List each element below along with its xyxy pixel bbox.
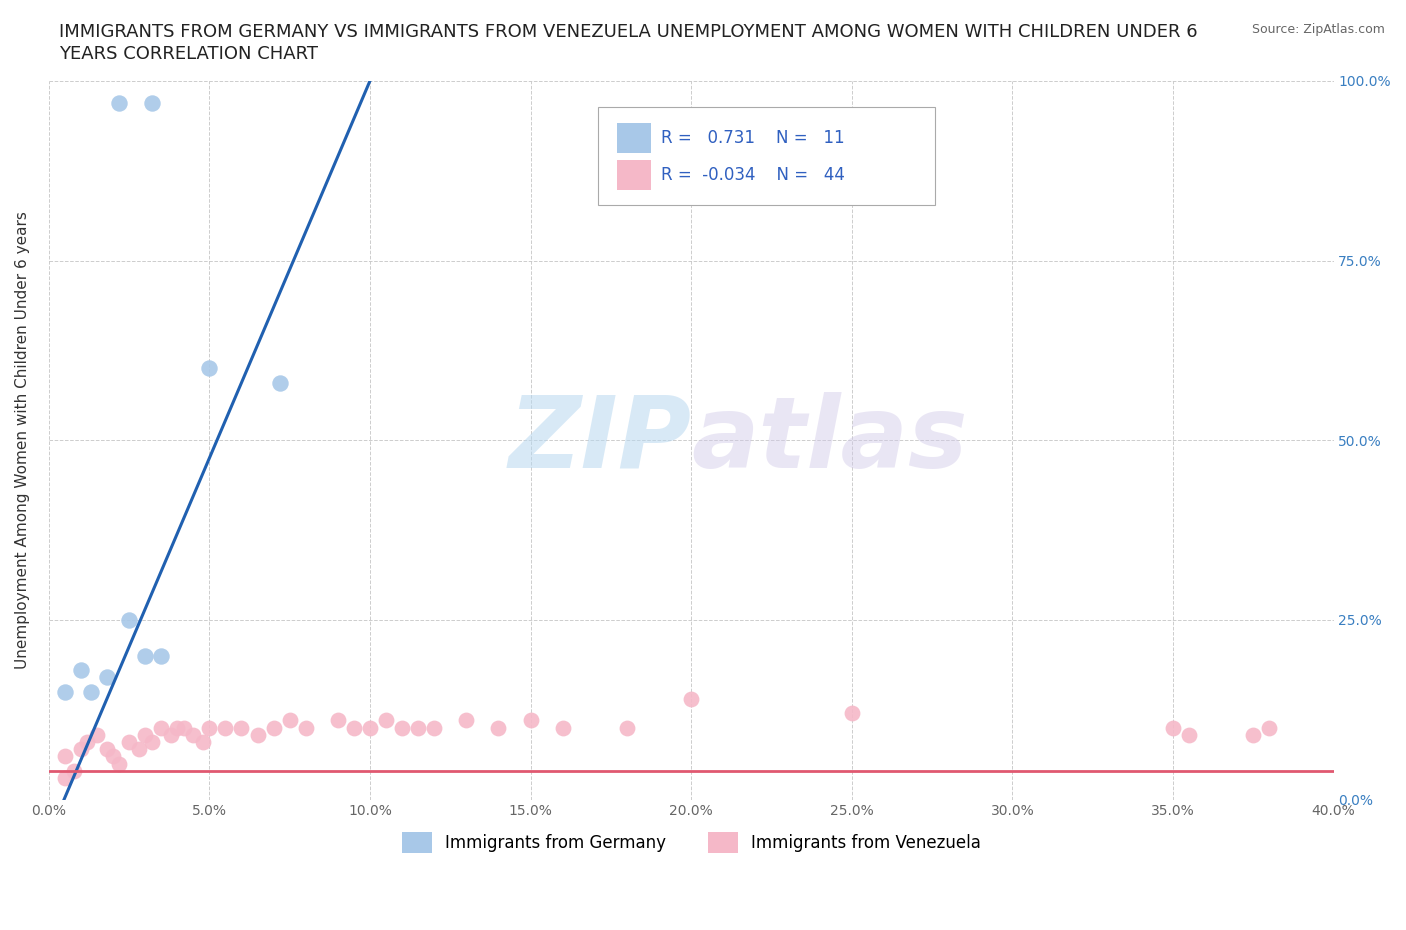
Point <box>96 670 118 684</box>
Point <box>269 376 291 391</box>
Point <box>134 648 156 663</box>
Point <box>423 720 446 735</box>
Point <box>294 720 316 735</box>
Point <box>406 720 429 735</box>
Point <box>141 735 163 750</box>
Point <box>53 749 76 764</box>
Point <box>108 95 131 110</box>
Text: YEARS CORRELATION CHART: YEARS CORRELATION CHART <box>59 45 318 62</box>
Point <box>231 720 253 735</box>
Point <box>166 720 188 735</box>
Point <box>1241 727 1264 742</box>
Point <box>359 720 381 735</box>
Y-axis label: Unemployment Among Women with Children Under 6 years: Unemployment Among Women with Children U… <box>15 211 30 670</box>
Point <box>1178 727 1201 742</box>
Point <box>278 713 301 728</box>
Point <box>128 742 150 757</box>
Point <box>1161 720 1184 735</box>
Point <box>681 692 703 707</box>
Text: R =  -0.034    N =   44: R = -0.034 N = 44 <box>661 166 845 184</box>
Point <box>263 720 285 735</box>
Text: ZIP: ZIP <box>508 392 692 489</box>
Point <box>96 742 118 757</box>
Point <box>63 764 86 778</box>
Point <box>53 771 76 786</box>
Point <box>246 727 269 742</box>
Point <box>159 727 181 742</box>
Point <box>343 720 366 735</box>
Point <box>101 749 124 764</box>
Point <box>551 720 574 735</box>
Legend: Immigrants from Germany, Immigrants from Venezuela: Immigrants from Germany, Immigrants from… <box>395 826 987 859</box>
Point <box>391 720 413 735</box>
Point <box>150 720 173 735</box>
Point <box>198 720 221 735</box>
Point <box>214 720 236 735</box>
Point <box>198 361 221 376</box>
Text: IMMIGRANTS FROM GERMANY VS IMMIGRANTS FROM VENEZUELA UNEMPLOYMENT AMONG WOMEN WI: IMMIGRANTS FROM GERMANY VS IMMIGRANTS FR… <box>59 23 1198 41</box>
Point <box>53 684 76 699</box>
Point <box>118 735 141 750</box>
Point <box>134 727 156 742</box>
Text: atlas: atlas <box>692 392 967 489</box>
Point <box>70 742 93 757</box>
Point <box>456 713 478 728</box>
Point <box>326 713 349 728</box>
Point <box>141 95 163 110</box>
Point <box>150 648 173 663</box>
Point <box>181 727 204 742</box>
Point <box>86 727 108 742</box>
Point <box>70 663 93 678</box>
Point <box>1258 720 1281 735</box>
Point <box>118 613 141 628</box>
Point <box>486 720 509 735</box>
Text: Source: ZipAtlas.com: Source: ZipAtlas.com <box>1251 23 1385 36</box>
Point <box>841 706 863 721</box>
Point <box>191 735 214 750</box>
Point <box>616 720 638 735</box>
Point <box>173 720 195 735</box>
Point <box>375 713 398 728</box>
Point <box>519 713 541 728</box>
Point <box>76 735 98 750</box>
Point <box>108 756 131 771</box>
Point <box>79 684 101 699</box>
Text: R =   0.731    N =   11: R = 0.731 N = 11 <box>661 128 845 147</box>
